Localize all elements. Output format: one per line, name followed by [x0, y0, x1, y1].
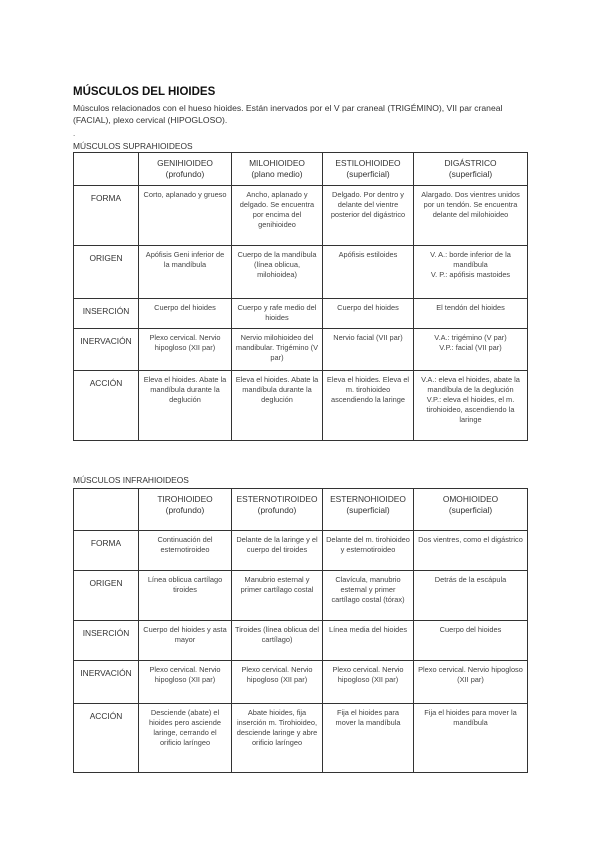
- muscle-depth: (superficial): [346, 505, 390, 515]
- table-cell: Clavícula, manubrio esternal y primer ca…: [322, 570, 414, 621]
- table-cell: El tendón del hioides: [413, 298, 528, 329]
- column-header: TIROHIOIDEO (profundo): [138, 488, 232, 531]
- muscle-name: ESTERNOHIOIDEO: [330, 494, 406, 504]
- column-header: OMOHIOIDEO (superficial): [413, 488, 528, 531]
- muscle-depth: (profundo): [257, 505, 297, 515]
- muscle-name: GENIHIOIDEO: [157, 158, 213, 168]
- table-cell: Línea media del hioides: [322, 620, 414, 661]
- table-cell: Apófisis Geni inferior de la mandíbula: [138, 245, 232, 299]
- table-cell: Plexo cervical. Nervio hipogloso (XII pa…: [138, 660, 232, 704]
- table-row: INSERCIÓN Cuerpo del hioides Cuerpo y rafe…: [73, 298, 528, 329]
- table-row: INERVACIÓN Plexo cervical. Nervio hipoglo…: [73, 328, 528, 371]
- muscle-depth: (superficial): [448, 505, 493, 515]
- muscle-depth: (superficial): [448, 169, 493, 179]
- table-cell: Plexo cervical. Nervio hipogloso (XII pa…: [322, 660, 414, 704]
- table-row: INERVACIÓN Plexo cervical. Nervio hipoglo…: [73, 660, 528, 704]
- row-label: ORIGEN: [73, 245, 139, 299]
- table-cell: Detrás de la escápula: [413, 570, 528, 621]
- section-label: MÚSCULOS INFRAHIOIDEOS: [73, 475, 189, 485]
- row-label: INERVACIÓN: [73, 328, 139, 371]
- muscle-name: DIGÁSTRICO: [444, 158, 497, 168]
- table-cell: Plexo cervical. Nervio hipogloso (XII pa…: [231, 660, 323, 704]
- muscle-depth: (superficial): [346, 169, 390, 179]
- table-cell: Eleva el hioides. Abate la mandíbula dur…: [138, 370, 232, 441]
- table-cell: Fija el hioides para mover la mandíbula: [413, 703, 528, 773]
- table-cell: Delante del m. tirohioideo y esternotiro…: [322, 530, 414, 571]
- table-cell: Manubrio esternal y primer cartílago cos…: [231, 570, 323, 621]
- table-cell: Plexo cervical. Nervio hipogloso (XII pa…: [138, 328, 232, 371]
- table-cell: Desciende (abate) el hioides pero ascien…: [138, 703, 232, 773]
- table-cell: Nervio milohioideo del mandibular. Trigé…: [231, 328, 323, 371]
- column-header: DIGÁSTRICO (superficial): [413, 152, 528, 186]
- table-row: ORIGEN Línea oblicua cartílago tiroides Ma…: [73, 570, 528, 621]
- table-cell: Ancho, aplanado y delgado. Se encuentra …: [231, 185, 323, 246]
- muscle-name: OMOHIOIDEO: [442, 494, 499, 504]
- row-label: FORMA: [73, 185, 139, 246]
- table-cell: Línea oblicua cartílago tiroides: [138, 570, 232, 621]
- table-cell: Cuerpo y rafe medio del hioides: [231, 298, 323, 329]
- table-cell: V. A.: borde inferior de la mandíbula V.…: [413, 245, 528, 299]
- header-row: GENIHIOIDEO (profundo) MILOHIOIDEO (plano m…: [73, 152, 528, 186]
- header-row: TIROHIOIDEO (profundo) ESTERNOTIROIDEO (pro…: [73, 488, 528, 531]
- table-cell: Eleva el hioides. Eleva el m. tirohioide…: [322, 370, 414, 441]
- table-row: INSERCIÓN Cuerpo del hioides y asta mayor…: [73, 620, 528, 661]
- table-cell: Alargado. Dos vientres unidos por un ten…: [413, 185, 528, 246]
- muscle-depth: (plano medio): [251, 169, 303, 179]
- table-cell: Delante de la laringe y el cuerpo del ti…: [231, 530, 323, 571]
- row-label: ACCIÓN: [73, 370, 139, 441]
- table-cell: Plexo cervical. Nervio hipogloso (XII pa…: [413, 660, 528, 704]
- empty-corner-cell: [73, 152, 139, 186]
- empty-corner-cell: [73, 488, 139, 531]
- table-cell: Dos vientres, como el digástrico: [413, 530, 528, 571]
- intro-paragraph: Músculos relacionados con el hueso hioid…: [73, 103, 503, 125]
- column-header: MILOHIOIDEO (plano medio): [231, 152, 323, 186]
- page-title: MÚSCULOS DEL HIOIDES: [73, 86, 216, 98]
- table-row: FORMA Continuación del esternotiroideo Del…: [73, 530, 528, 571]
- row-label: ACCIÓN: [73, 703, 139, 773]
- section-label: MÚSCULOS SUPRAHIOIDEOS: [73, 141, 193, 151]
- column-header: ESTILOHIOIDEO (superficial): [322, 152, 414, 186]
- table-cell: Cuerpo del hioides: [413, 620, 528, 661]
- table-cell: Eleva el hioides. Abate la mandíbula dur…: [231, 370, 323, 441]
- suprahyoid-table: GENIHIOIDEO (profundo) MILOHIOIDEO (plano m…: [73, 152, 528, 441]
- row-label: INERVACIÓN: [73, 660, 139, 704]
- muscle-name: ESTERNOTIROIDEO: [236, 494, 318, 504]
- table-cell: Continuación del esternotiroideo: [138, 530, 232, 571]
- table-row: ACCIÓN Desciende (abate) el hioides pero …: [73, 703, 528, 773]
- column-header: GENIHIOIDEO (profundo): [138, 152, 232, 186]
- table-row: FORMA Corto, aplanado y grueso Ancho, apla…: [73, 185, 528, 246]
- muscle-name: MILOHIOIDEO: [249, 158, 305, 168]
- table-cell: Corto, aplanado y grueso: [138, 185, 232, 246]
- row-label: INSERCIÓN: [73, 298, 139, 329]
- table-cell: Cuerpo del hioides: [322, 298, 414, 329]
- muscle-name: TIROHIOIDEO: [157, 494, 213, 504]
- row-label: FORMA: [73, 530, 139, 571]
- table-cell: Cuerpo del hioides y asta mayor: [138, 620, 232, 661]
- infrahyoid-table: TIROHIOIDEO (profundo) ESTERNOTIROIDEO (pro…: [73, 488, 528, 773]
- column-header: ESTERNOHIOIDEO (superficial): [322, 488, 414, 531]
- row-label: ORIGEN: [73, 570, 139, 621]
- table-cell: Apófisis estiloides: [322, 245, 414, 299]
- muscle-depth: (profundo): [165, 505, 205, 515]
- table-cell: Cuerpo de la mandíbula (línea oblicua, m…: [231, 245, 323, 299]
- muscle-depth: (profundo): [165, 169, 205, 179]
- column-header: ESTERNOTIROIDEO (profundo): [231, 488, 323, 531]
- table-cell: Fija el hioides para mover la mandíbula: [322, 703, 414, 773]
- muscle-name: ESTILOHIOIDEO: [335, 158, 401, 168]
- table-cell: Delgado. Por dentro y delante del vientr…: [322, 185, 414, 246]
- table-cell: V.A.: trigémino (V par) V.P.: facial (VI…: [413, 328, 528, 371]
- table-cell: Tiroides (línea oblicua del cartílago): [231, 620, 323, 661]
- separator: .: [73, 129, 76, 138]
- table-row: ORIGEN Apófisis Geni inferior de la mandí…: [73, 245, 528, 299]
- table-cell: Nervio facial (VII par): [322, 328, 414, 371]
- table-row: ACCIÓN Eleva el hioides. Abate la mandíbu…: [73, 370, 528, 441]
- table-cell: Cuerpo del hioides: [138, 298, 232, 329]
- table-cell: V.A.: eleva el hioides, abate la mandíbu…: [413, 370, 528, 441]
- row-label: INSERCIÓN: [73, 620, 139, 661]
- table-cell: Abate hioides, fija inserción m. Tirohio…: [231, 703, 323, 773]
